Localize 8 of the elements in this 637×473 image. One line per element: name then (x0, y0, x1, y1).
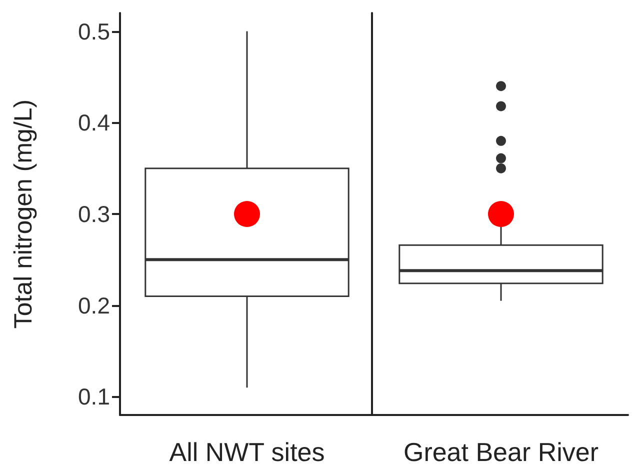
y-tick-label: 0.5 (78, 18, 110, 44)
y-tick-label: 0.3 (78, 201, 110, 227)
y-tick-label: 0.4 (78, 110, 110, 136)
x-tick-label: All NWT sites (169, 437, 325, 467)
y-tick-label: 0.1 (78, 384, 110, 410)
y-axis-title: Total nitrogen (mg/L) (10, 99, 38, 329)
y-tick-label: 0.2 (78, 292, 110, 318)
x-tick-label: Great Bear River (403, 437, 599, 467)
